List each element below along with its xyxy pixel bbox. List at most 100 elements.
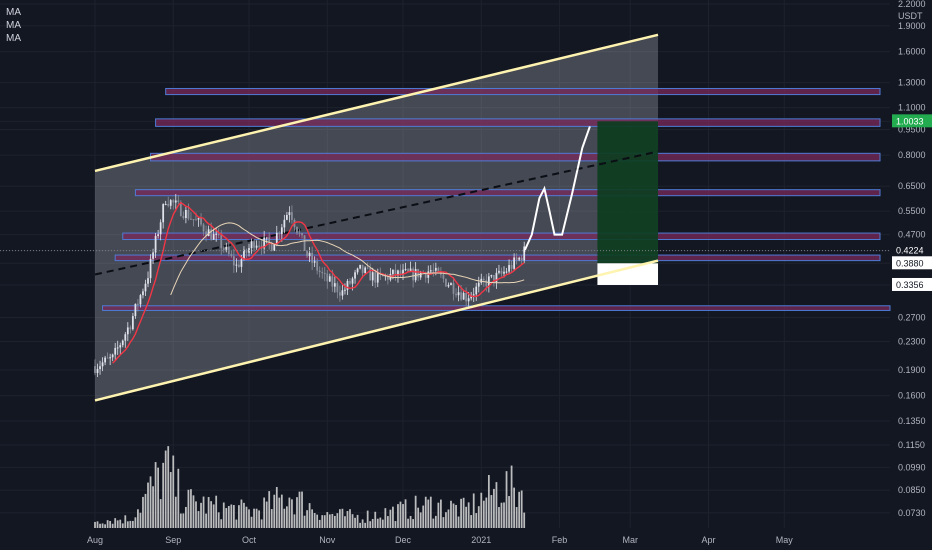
candle-body — [331, 276, 334, 287]
volume-bar — [515, 507, 518, 528]
candle-body — [424, 272, 427, 278]
candle-body — [124, 334, 127, 341]
candle-body — [341, 290, 344, 296]
target-price-tag-bg — [892, 114, 932, 128]
candle-body — [167, 203, 170, 206]
volume-bar — [245, 506, 248, 528]
volume-bar — [167, 446, 170, 528]
volume-bar — [412, 519, 415, 528]
volume-bar — [200, 502, 202, 528]
candle-body — [263, 237, 266, 249]
legend-ma-2[interactable]: MA — [6, 20, 21, 31]
y-tick-label: 0.9500 — [898, 124, 926, 134]
legend-ma-3[interactable]: MA — [6, 33, 21, 44]
legend-ma-1[interactable]: MA — [6, 7, 21, 18]
candle-body — [374, 272, 377, 283]
volume-bar — [490, 495, 493, 528]
volume-bar — [134, 517, 137, 528]
entry-price-tag-bg — [892, 256, 932, 270]
volume-bar — [265, 501, 268, 528]
x-tick-label: Dec — [395, 535, 412, 545]
y-tick-label: 1.1000 — [898, 103, 926, 113]
candle-body — [169, 200, 172, 206]
volume-bar — [212, 504, 215, 528]
candle-body — [339, 292, 341, 296]
volume-bar — [263, 497, 266, 528]
volume-bar — [460, 498, 462, 528]
candle-body — [394, 269, 397, 276]
volume-bar — [316, 514, 319, 528]
volume-bar — [101, 523, 104, 528]
candle-body — [427, 271, 430, 278]
volume-bar — [255, 508, 258, 528]
volume-bar — [225, 508, 228, 528]
candle-body — [301, 233, 303, 236]
resistance-zone — [155, 118, 881, 127]
candle-body — [222, 248, 225, 250]
volume-bar — [187, 489, 190, 528]
volume-bar — [326, 512, 329, 528]
candle-body — [450, 283, 452, 286]
candle-body — [179, 202, 182, 217]
volume-bar — [384, 508, 387, 528]
candle-body — [480, 278, 483, 283]
volume-bar — [268, 491, 271, 528]
candle-body — [164, 203, 167, 205]
volume-bar — [379, 517, 382, 528]
volume-bar — [217, 512, 220, 528]
volume-bar — [174, 496, 177, 528]
volume-bar — [185, 506, 187, 528]
volume-bar — [121, 523, 124, 528]
volume-bar — [243, 502, 245, 528]
candle-body — [190, 218, 192, 220]
x-tick-label: Feb — [552, 535, 568, 545]
volume-bar — [278, 497, 281, 528]
x-tick-label: Apr — [702, 535, 716, 545]
candle-body — [414, 269, 417, 281]
volume-bar — [275, 487, 278, 528]
candle-body — [137, 303, 139, 305]
volume-bar — [442, 517, 445, 528]
candle-body — [278, 232, 281, 235]
volume-bar — [386, 516, 389, 528]
volume-bar — [392, 506, 394, 528]
candle-body — [306, 250, 308, 257]
candle-body — [386, 275, 389, 280]
resistance-zone — [134, 189, 881, 197]
volume-bar — [147, 482, 149, 528]
volume-bar — [409, 515, 412, 528]
candle-body — [487, 276, 490, 287]
candle-body — [195, 219, 197, 221]
volume-bar — [258, 510, 260, 528]
candle-body — [243, 249, 245, 260]
candle-body — [404, 269, 407, 271]
y-tick-label: 0.4700 — [898, 230, 926, 240]
volume-bar — [240, 499, 243, 528]
candle-body — [303, 235, 306, 251]
volume-bar — [427, 499, 430, 528]
volume-bar — [523, 512, 526, 528]
candle-body — [333, 283, 336, 287]
candle-body — [172, 200, 175, 203]
candle-body — [460, 292, 462, 300]
candle-body — [197, 218, 200, 220]
volume-bar — [333, 515, 336, 528]
volume-bar — [114, 518, 117, 528]
stop-zone — [597, 263, 659, 285]
volume-bar — [394, 521, 397, 528]
candle-body — [283, 219, 286, 228]
volume-bar — [339, 509, 341, 528]
candle-body — [482, 278, 485, 281]
volume-bar — [273, 494, 276, 528]
candle-body — [210, 229, 213, 240]
candle-body — [442, 274, 445, 279]
candle-body — [493, 275, 495, 283]
volume-bar — [99, 523, 101, 528]
projection-path — [523, 126, 591, 252]
volume-bar — [296, 497, 298, 528]
candle-body — [351, 278, 354, 284]
candle-body — [326, 273, 329, 282]
y-tick-label: 0.0850 — [898, 485, 926, 495]
y-tick-label: 0.6500 — [898, 181, 926, 191]
